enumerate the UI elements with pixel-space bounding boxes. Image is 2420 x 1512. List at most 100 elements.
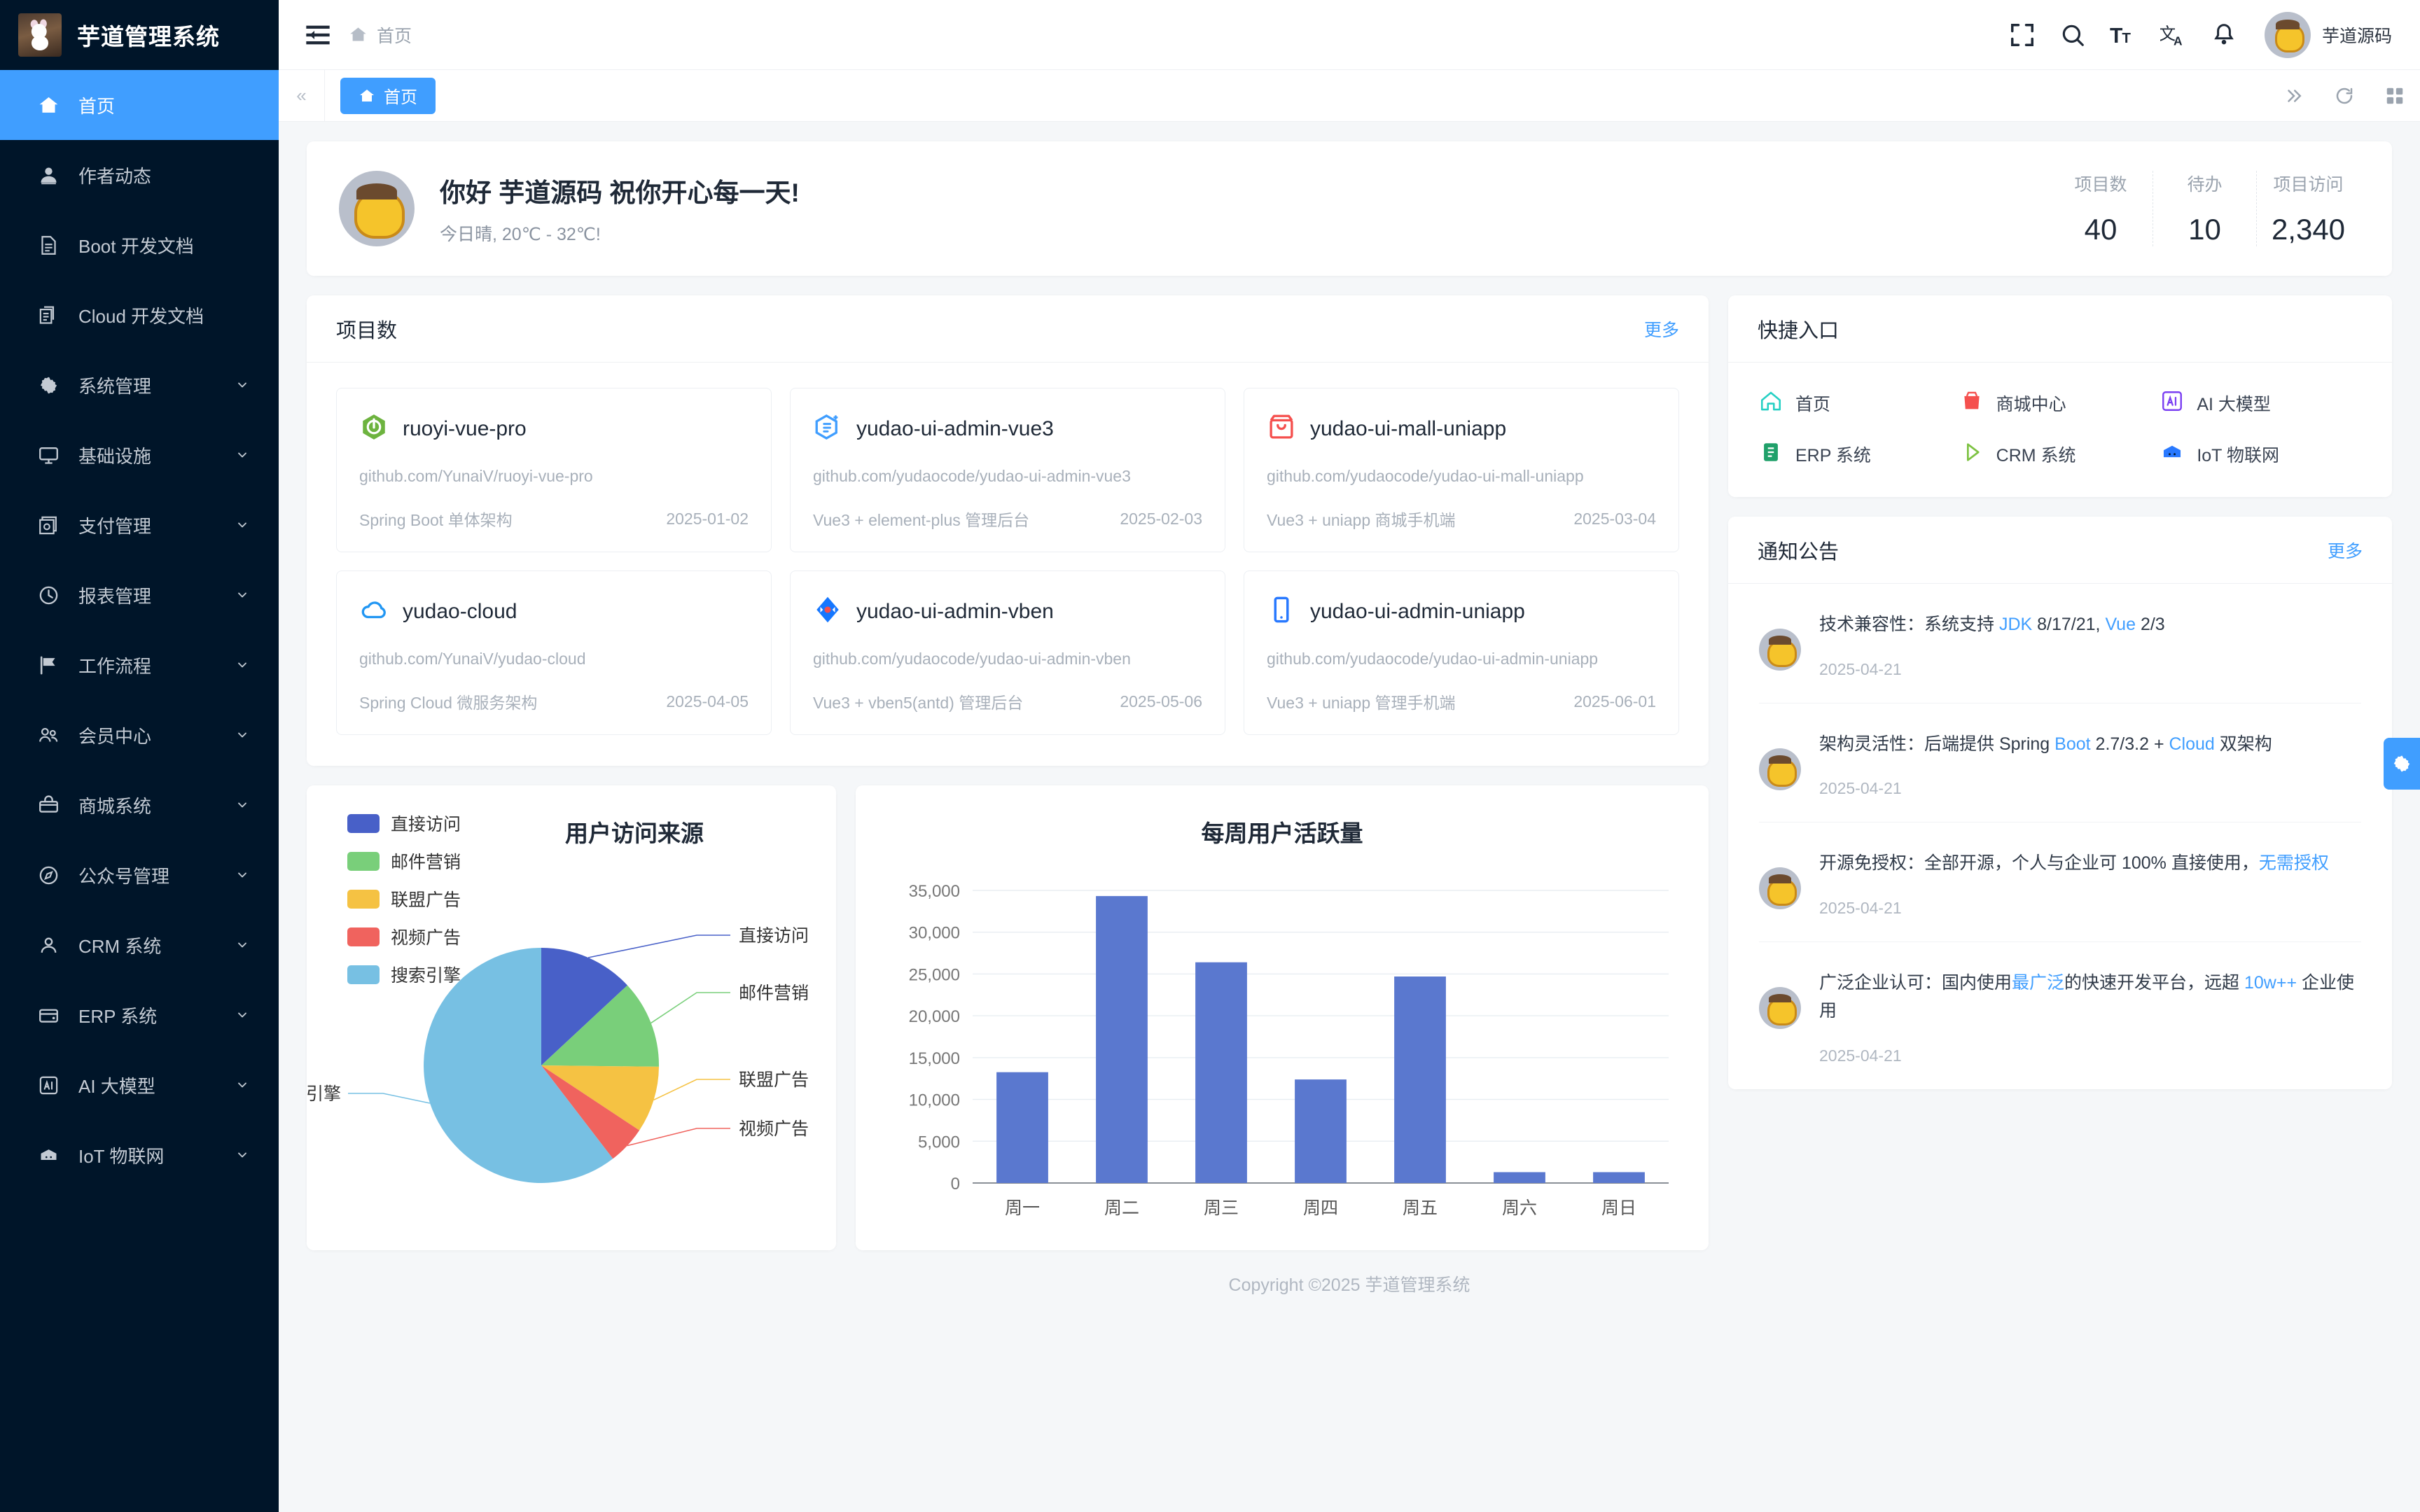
erp-icon xyxy=(1759,440,1783,468)
legend-item[interactable]: 视频广告 xyxy=(347,924,461,949)
quick-entry-item[interactable]: AI 大模型 xyxy=(2160,389,2361,416)
project-url: github.com/YunaiV/ruoyi-vue-pro xyxy=(359,467,593,485)
sidebar-item-1[interactable]: 作者动态 xyxy=(0,140,279,210)
project-card[interactable]: yudao-cloud github.com/YunaiV/yudao-cloud… xyxy=(336,570,772,736)
sidebar-item-label: 报表管理 xyxy=(78,585,152,607)
projects-card: 项目数 更多 ruoyi-vue-pro github.com/YunaiV/ru… xyxy=(307,295,1709,766)
notices-more-link[interactable]: 更多 xyxy=(2327,541,2363,561)
stat-1: 待办 10 xyxy=(2153,171,2256,246)
project-desc: Spring Cloud 微服务架构 xyxy=(359,694,538,713)
sidebar-item-10[interactable]: 商城系统 xyxy=(0,770,279,840)
sidebar-item-14[interactable]: AI 大模型 xyxy=(0,1050,279,1120)
element-plus-icon xyxy=(813,412,842,445)
quick-entry-item[interactable]: 首页 xyxy=(1759,389,1960,416)
fullscreen-icon[interactable] xyxy=(1997,10,2047,60)
tab-home[interactable]: 首页 xyxy=(340,77,436,114)
project-desc: Vue3 + uniapp 管理手机端 xyxy=(1267,694,1456,713)
project-desc: Spring Boot 单体架构 xyxy=(359,511,513,530)
settings-handle-button[interactable] xyxy=(2384,738,2420,790)
hamburger-icon[interactable] xyxy=(302,20,333,50)
project-card[interactable]: yudao-ui-admin-vue3 github.com/yudaocode/… xyxy=(790,388,1225,553)
quick-entry-item[interactable]: CRM 系统 xyxy=(1960,440,2161,468)
sidebar-item-13[interactable]: ERP 系统 xyxy=(0,980,279,1050)
sidebar-item-6[interactable]: 支付管理 xyxy=(0,490,279,560)
legend-label: 视频广告 xyxy=(391,928,461,948)
svg-text:25,000: 25,000 xyxy=(909,966,960,985)
project-card[interactable]: ruoyi-vue-pro github.com/YunaiV/ruoyi-vue… xyxy=(336,388,772,553)
refresh-icon[interactable] xyxy=(2319,70,2370,121)
sidebar-item-4[interactable]: 系统管理 xyxy=(0,350,279,420)
chevron-down-icon[interactable] xyxy=(235,448,249,462)
sidebar-item-5[interactable]: 基础设施 xyxy=(0,420,279,490)
notice-item[interactable]: 广泛企业认可：国内使用最广泛的快速开发平台，远超 10w++ 企业使用 2025-… xyxy=(1759,941,2361,1089)
project-card[interactable]: yudao-ui-admin-vben github.com/yudaocode/… xyxy=(790,570,1225,736)
sidebar-item-7[interactable]: 报表管理 xyxy=(0,560,279,630)
sidebar-item-3[interactable]: Cloud 开发文档 xyxy=(0,280,279,350)
bar-chart-plot: 0 5,000 10,000 15,000 20,000 25,000 30,000 35,0… xyxy=(856,785,1709,1250)
search-icon[interactable] xyxy=(2047,10,2098,60)
legend-item[interactable]: 邮件营销 xyxy=(347,848,461,874)
project-card[interactable]: yudao-ui-mall-uniapp github.com/yudaocode… xyxy=(1244,388,1679,553)
charts-row: 用户访问来源 直接访问 邮件营销 联盟广告 视频广告 搜索引擎 直接访问 邮件营销 联盟广告… xyxy=(279,785,1709,1251)
chevron-down-icon[interactable] xyxy=(235,658,249,672)
notice-item[interactable]: 开源免授权：全部开源，个人与企业可 100% 直接使用，无需授权 2025-04-… xyxy=(1759,822,2361,941)
legend-swatch xyxy=(347,965,380,984)
quick-entry-item[interactable]: 商城中心 xyxy=(1960,389,2161,416)
chevron-down-icon[interactable] xyxy=(235,588,249,602)
chevron-down-icon[interactable] xyxy=(235,1078,249,1092)
double-chevron-left-icon[interactable]: « xyxy=(279,70,325,121)
chevron-down-icon[interactable] xyxy=(235,378,249,392)
documents-icon xyxy=(36,303,60,327)
svg-text:20,000: 20,000 xyxy=(909,1007,960,1026)
quick-entry-item[interactable]: IoT 物联网 xyxy=(2160,440,2361,468)
chevron-down-icon[interactable] xyxy=(235,518,249,532)
notice-item[interactable]: 架构灵活性：后端提供 Spring Boot 2.7/3.2 + Cloud 双… xyxy=(1759,702,2361,822)
projects-grid: ruoyi-vue-pro github.com/YunaiV/ruoyi-vue… xyxy=(307,363,1709,766)
sidebar-item-label: 商城系统 xyxy=(78,795,152,817)
grid-icon[interactable] xyxy=(2370,70,2420,121)
project-desc: Vue3 + vben5(antd) 管理后台 xyxy=(813,694,1024,713)
project-card[interactable]: yudao-ui-admin-uniapp github.com/yudaocod… xyxy=(1244,570,1679,736)
bell-icon[interactable] xyxy=(2199,10,2249,60)
sidebar-item-11[interactable]: 公众号管理 xyxy=(0,840,279,910)
legend-item[interactable]: 搜索引擎 xyxy=(347,962,461,987)
notice-item[interactable]: 技术兼容性：系统支持 JDK 8/17/21, Vue 2/3 2025-04-2… xyxy=(1759,584,2361,703)
bar-chart-card: 每周用户活跃量 0 5,000 10,000 15,000 20,000 25,000 30… xyxy=(856,785,1709,1251)
sidebar-item-9[interactable]: 会员中心 xyxy=(0,700,279,770)
sidebar-item-0[interactable]: 首页 xyxy=(0,70,279,140)
chevron-down-icon[interactable] xyxy=(235,938,249,952)
sidebar-item-15[interactable]: IoT 物联网 xyxy=(0,1120,279,1190)
chevron-down-icon[interactable] xyxy=(235,1148,249,1162)
notice-date: 2025-04-21 xyxy=(1819,659,1902,678)
mall-bag-icon xyxy=(1267,412,1296,445)
project-footer: Spring Boot 单体架构 2025-01-02 xyxy=(359,507,749,531)
chevron-down-icon[interactable] xyxy=(235,1008,249,1022)
notice-body: 技术兼容性：系统支持 JDK 8/17/21, Vue 2/3 2025-04-2… xyxy=(1819,610,2361,679)
sidebar-item-2[interactable]: Boot 开发文档 xyxy=(0,210,279,280)
svg-text:35,000: 35,000 xyxy=(909,882,960,901)
legend-item[interactable]: 联盟广告 xyxy=(347,886,461,911)
tab-label: 首页 xyxy=(384,88,417,107)
quick-entry-item[interactable]: ERP 系统 xyxy=(1759,440,1960,468)
sidebar-item-8[interactable]: 工作流程 xyxy=(0,630,279,700)
projects-more-link[interactable]: 更多 xyxy=(1643,320,1679,340)
project-footer: Spring Cloud 微服务架构 2025-04-05 xyxy=(359,690,749,713)
double-chevron-right-icon[interactable] xyxy=(2269,70,2319,121)
quick-entry-card: 快捷入口 首页 商城中心 AI 大模型 ERP 系统 CRM 系统 IoT 物联网 xyxy=(1728,295,2392,497)
svg-text:搜索引擎: 搜索引擎 xyxy=(307,1084,341,1104)
clock-icon xyxy=(36,583,60,607)
project-footer: Vue3 + element-plus 管理后台 2025-02-03 xyxy=(813,507,1202,531)
sidebar-item-12[interactable]: CRM 系统 xyxy=(0,910,279,980)
logo-row[interactable]: 芋道管理系统 xyxy=(0,0,279,70)
chevron-down-icon[interactable] xyxy=(235,868,249,882)
legend-item[interactable]: 直接访问 xyxy=(347,811,461,836)
chevron-down-icon[interactable] xyxy=(235,728,249,742)
user-menu[interactable]: 芋道源码 xyxy=(2264,11,2392,58)
project-header: yudao-cloud xyxy=(359,595,749,628)
chevron-down-icon[interactable] xyxy=(235,798,249,812)
notice-date: 2025-04-21 xyxy=(1819,779,1902,797)
avatar xyxy=(1759,629,1801,671)
